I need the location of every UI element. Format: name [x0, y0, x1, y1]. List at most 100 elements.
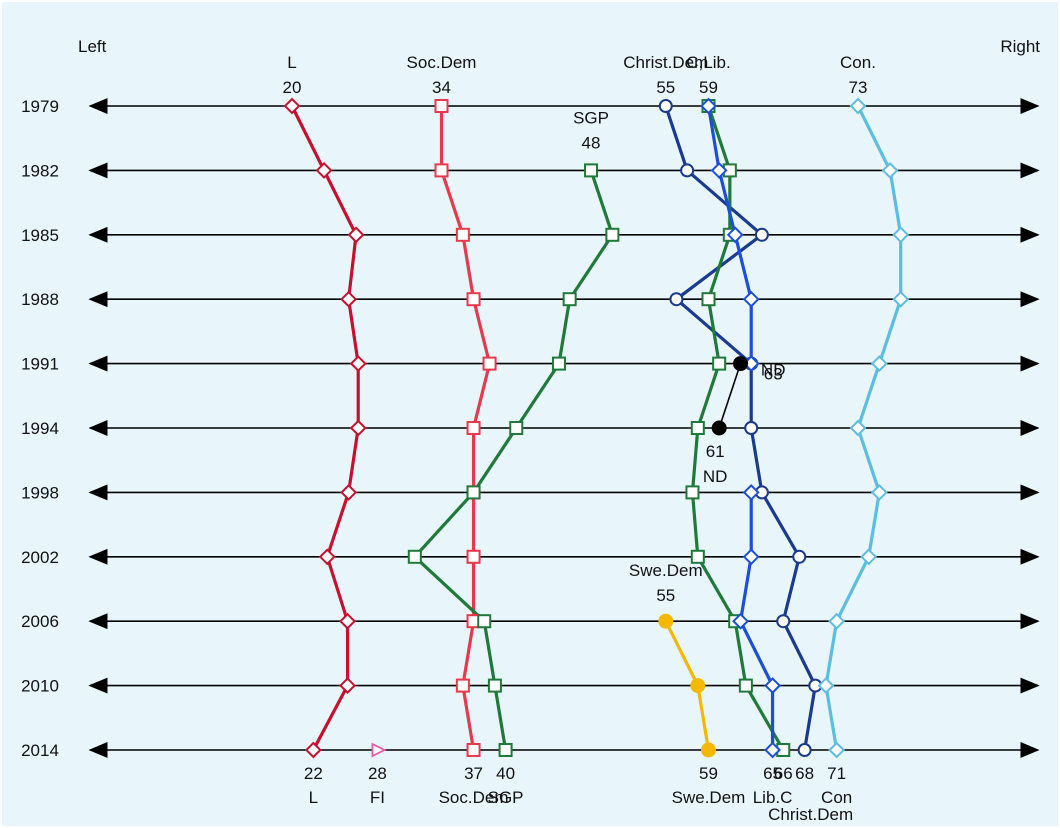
marker-L-1985 [347, 226, 365, 244]
year-label-2002: 2002 [21, 548, 59, 567]
marker-ChristDem-1988 [669, 292, 684, 307]
marker-Con-1988 [892, 290, 910, 308]
marker-L-2006 [339, 612, 356, 630]
marker-CLib-1998 [685, 485, 700, 500]
series-markers [283, 97, 910, 759]
marker-LibC-2014 [764, 741, 781, 759]
marker-LibC-1988 [742, 290, 760, 308]
top-value-34: 34 [432, 78, 451, 97]
marker-SGP-1982 [584, 163, 599, 178]
marker-ChristDem-1982 [680, 163, 695, 178]
marker-SweDem-2006 [658, 613, 674, 629]
marker-LibC-2006 [732, 612, 749, 630]
marker-L-1991 [349, 355, 367, 373]
marker-Con-1982 [881, 161, 899, 179]
year-label-1991: 1991 [21, 355, 59, 374]
marker-SocDem-1979 [434, 99, 449, 113]
annotation-2006-1: 55 [656, 586, 675, 605]
marker-Con-1979 [849, 97, 867, 115]
marker-ND-1991 [733, 356, 749, 372]
marker-L-2010 [339, 677, 356, 695]
annotation-1982-1: 48 [582, 133, 601, 152]
marker-ChristDem-2002 [792, 549, 807, 564]
top-label-CLib: C,Lib. [686, 53, 730, 72]
marker-FI-2014 [371, 742, 387, 758]
marker-SweDem-2014 [700, 742, 716, 758]
annotation-1991-0: ND [761, 361, 786, 380]
year-label-1982: 1982 [21, 161, 59, 180]
marker-L-2014 [304, 741, 322, 759]
bottom-name-L: L [309, 788, 318, 807]
bottom-name-Con: Con [821, 788, 852, 807]
top-value-55: 55 [656, 78, 675, 97]
marker-SocDem-1994 [466, 421, 481, 435]
chart-labels: Left Right 1979 1982 1985 1988 1991 1994 1998 2… [21, 37, 1040, 824]
bottom-value-66: 66 [774, 764, 793, 783]
marker-Con-2010 [817, 677, 835, 695]
marker-SocDem-2002 [466, 549, 481, 564]
bottom-value-22: 22 [304, 764, 323, 783]
marker-SGP-1991 [551, 356, 566, 371]
year-label-2006: 2006 [21, 612, 59, 631]
year-label-1994: 1994 [21, 419, 59, 438]
marker-L-1982 [315, 161, 333, 179]
bottom-name-SGP: SGP [488, 788, 524, 807]
marker-L-1988 [340, 290, 358, 308]
marker-SGP-1998 [466, 485, 481, 500]
marker-SocDem-1988 [466, 292, 481, 307]
year-label-2014: 2014 [21, 741, 59, 760]
marker-SGP-1988 [562, 292, 577, 307]
annotation-1994-0: 61 [706, 442, 725, 461]
annotation-1982-0: SGP [573, 108, 609, 127]
marker-Con-2014 [828, 741, 846, 759]
bottom-value-28: 28 [368, 764, 387, 783]
marker-L-1998 [340, 483, 358, 501]
marker-LibC-1998 [742, 483, 760, 501]
marker-SGP-2006 [477, 614, 492, 629]
bottom-value-40: 40 [496, 764, 515, 783]
marker-CLib-1991 [712, 356, 727, 371]
top-value-73: 73 [849, 78, 868, 97]
marker-ChristDem-1985 [754, 227, 769, 242]
marker-ChristDem-1994 [744, 421, 759, 435]
right-corner-label: Right [1000, 37, 1040, 56]
marker-Con-2006 [828, 612, 846, 630]
marker-SGP-2002 [407, 549, 422, 564]
marker-L-2002 [318, 548, 336, 566]
marker-CLib-2010 [738, 678, 753, 693]
marker-CLib-1994 [690, 421, 705, 435]
bottom-value-59: 59 [699, 764, 718, 783]
marker-L-1994 [349, 419, 367, 437]
year-label-1988: 1988 [21, 290, 59, 309]
marker-Con-1998 [870, 483, 888, 501]
marker-Con-1991 [870, 355, 888, 373]
marker-Con-2002 [860, 548, 878, 566]
marker-CLib-2002 [690, 549, 705, 564]
year-label-2010: 2010 [21, 677, 59, 696]
marker-ChristDem-2014 [797, 743, 812, 757]
marker-LibC-1982 [710, 161, 728, 179]
bottom-value-37: 37 [464, 764, 483, 783]
marker-LibC-1979 [700, 97, 717, 115]
marker-LibC-2002 [742, 548, 760, 566]
marker-ChristDem-2006 [776, 614, 791, 629]
marker-Con-1985 [892, 226, 910, 244]
year-label-1985: 1985 [21, 226, 59, 245]
marker-SocDem-1982 [434, 163, 449, 178]
year-label-1979: 1979 [21, 97, 59, 116]
marker-CLib-1988 [701, 292, 716, 307]
marker-SweDem-2010 [690, 678, 706, 694]
marker-SGP-2014 [498, 743, 513, 757]
left-corner-label: Left [78, 37, 107, 56]
bottom-name-SocDem: Soc.Dem [439, 788, 509, 807]
bottom-value-68: 68 [795, 764, 814, 783]
marker-SGP-1994 [509, 421, 524, 435]
top-label-SocDem: Soc.Dem [407, 53, 477, 72]
marker-SocDem-2010 [455, 678, 470, 693]
top-value-20: 20 [283, 78, 302, 97]
marker-ChristDem-1979 [658, 99, 673, 113]
marker-L-1979 [283, 97, 301, 115]
